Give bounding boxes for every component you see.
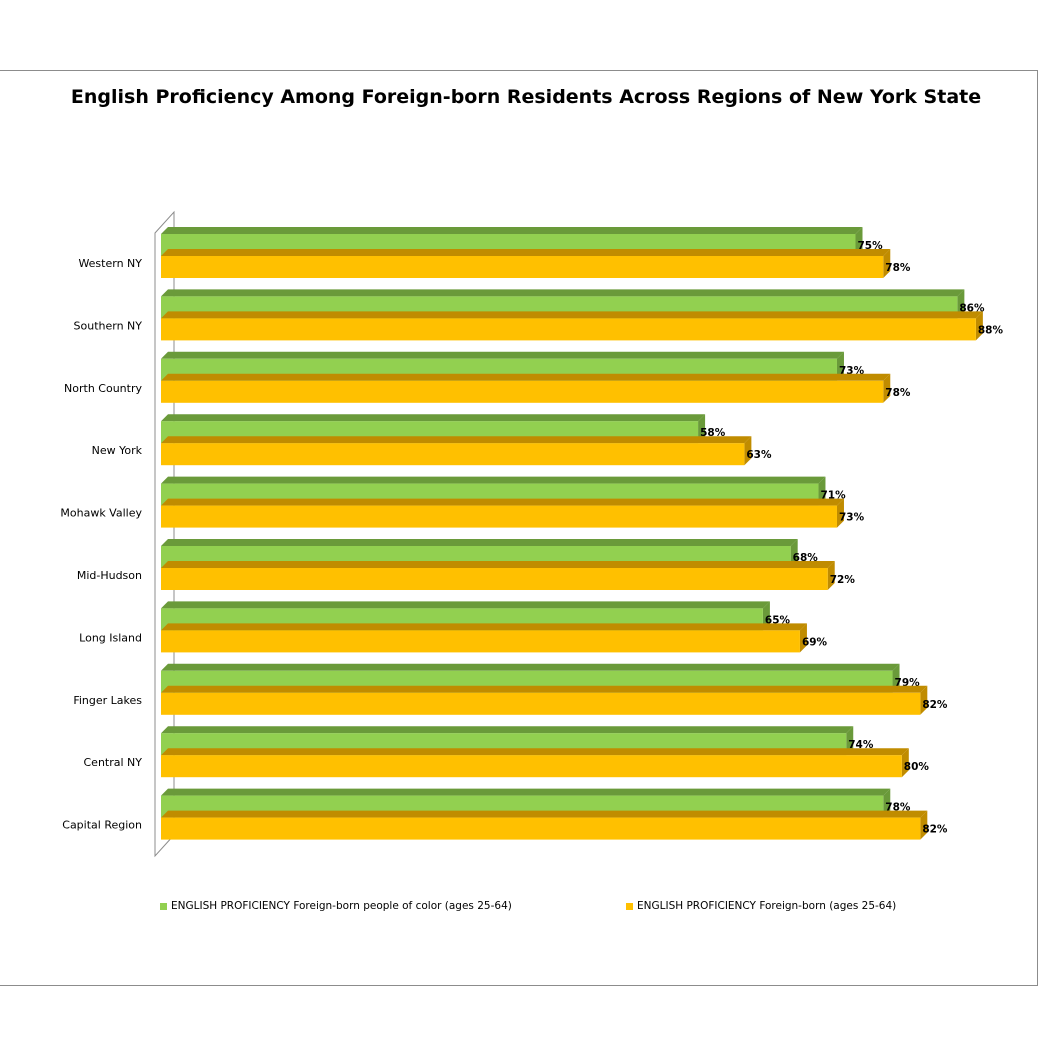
bar-side-face (901, 748, 909, 778)
category-label: Southern NY (74, 319, 143, 332)
bar (161, 505, 837, 528)
category-label: Western NY (78, 257, 142, 270)
legend-swatch-orange (626, 902, 633, 910)
legend-swatch-green (160, 902, 167, 910)
bar-side-face (827, 561, 835, 590)
bar-top-face (161, 289, 965, 297)
legend-item-people-of-color: ENGLISH PROFICIENCY Foreign-born people … (160, 900, 512, 912)
bar-top-face (161, 498, 844, 506)
legend-label-people-of-color: ENGLISH PROFICIENCY Foreign-born people … (171, 900, 512, 912)
bar-side-face (883, 788, 891, 818)
bar (161, 630, 800, 653)
bar-side-face (846, 726, 854, 756)
bar-side-face (790, 539, 798, 568)
chart-title: English Proficiency Among Foreign-born R… (70, 86, 982, 108)
bar-side-face (920, 810, 928, 840)
bar-side-face (836, 498, 844, 528)
value-label: 80% (904, 761, 930, 773)
bar-top-face (161, 351, 844, 359)
category-label: Mohawk Valley (60, 507, 142, 520)
category-label: Mid-Hudson (77, 569, 142, 582)
bar-side-face (975, 311, 983, 341)
bar-top-face (161, 623, 807, 631)
bar-side-face (920, 685, 928, 715)
legend-item-foreign-born: ENGLISH PROFICIENCY Foreign-born (ages 2… (626, 900, 896, 912)
value-label: 82% (922, 824, 948, 836)
bar-side-face (836, 351, 844, 381)
value-label: 78% (885, 262, 911, 274)
bar-top-face (161, 436, 752, 444)
bar (161, 318, 976, 341)
bar-top-face (161, 311, 983, 319)
bar-side-face (698, 414, 706, 444)
category-label: Capital Region (62, 819, 142, 832)
legend-label-foreign-born: ENGLISH PROFICIENCY Foreign-born (ages 2… (637, 900, 897, 912)
value-label: 73% (839, 512, 865, 524)
bar-top-face (161, 748, 909, 756)
bar (161, 256, 884, 278)
bar-side-face (957, 289, 965, 319)
bar-side-face (744, 436, 752, 466)
category-label: New York (92, 444, 143, 457)
bar-top-face (161, 810, 928, 818)
bar-top-face (161, 561, 835, 568)
value-label: 63% (746, 449, 772, 461)
value-label: 78% (885, 387, 911, 399)
bar-top-face (161, 476, 826, 484)
bar (161, 380, 884, 403)
bar-top-face (161, 788, 891, 796)
bar (161, 755, 902, 778)
bar-top-face (161, 227, 863, 234)
bar-top-face (161, 601, 770, 609)
bar (161, 692, 921, 715)
bar-top-face (161, 663, 900, 671)
category-label: Central NY (84, 756, 143, 769)
bar-top-face (161, 414, 706, 422)
bar-top-face (161, 726, 854, 734)
bar-side-face (883, 249, 891, 278)
category-label: Long Island (79, 631, 142, 644)
bar-side-face (799, 623, 807, 653)
bar-side-face (762, 601, 770, 631)
bar-side-face (818, 476, 826, 506)
bar-side-face (855, 227, 863, 256)
category-label: North Country (64, 382, 142, 395)
bar (161, 568, 828, 590)
bar-top-face (161, 373, 891, 381)
bar-top-face (161, 539, 798, 546)
value-label: 72% (830, 574, 856, 586)
bar-side-face (883, 373, 891, 403)
bar (161, 817, 921, 840)
bar-side-face (892, 663, 900, 693)
bar (161, 443, 745, 466)
bar-top-face (161, 685, 928, 693)
value-label: 69% (802, 636, 828, 648)
value-label: 88% (978, 324, 1004, 336)
value-label: 82% (922, 699, 948, 711)
category-label: Finger Lakes (73, 694, 142, 707)
bar-top-face (161, 249, 891, 256)
